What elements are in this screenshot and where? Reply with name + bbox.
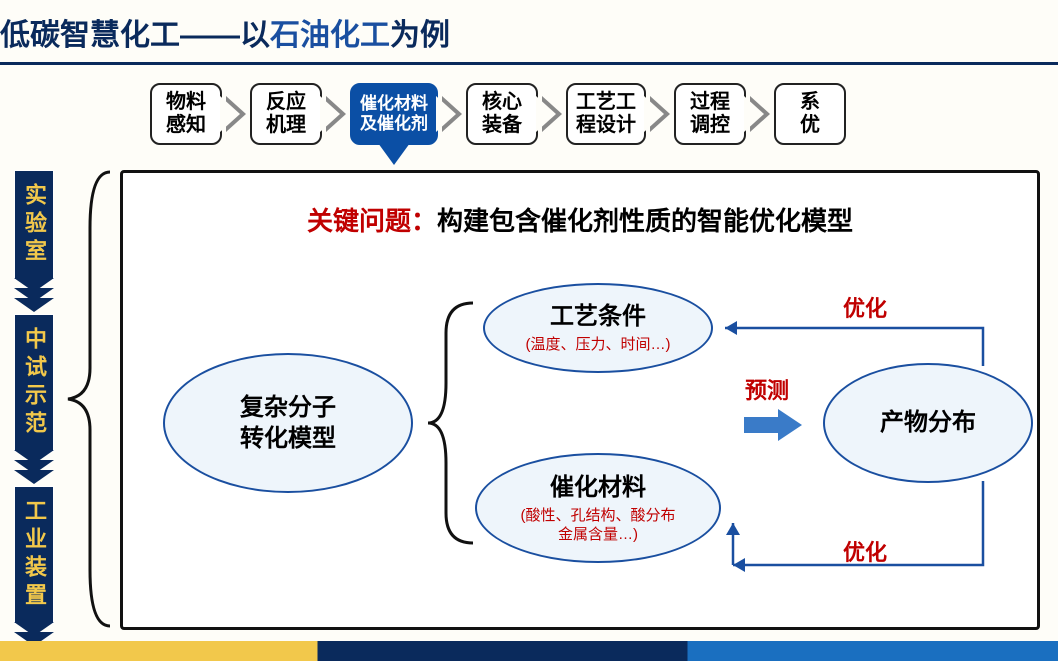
chevron-icon [750,96,770,132]
brace-icon [60,168,118,630]
process-steps-row: 物料 感知 反应 机理 催化材料 及催化剂 核心 装备 工艺工 程设计 过程 调… [150,83,1058,145]
chevron-icon [650,96,670,132]
chevron-icon [326,96,346,132]
step-process-control[interactable]: 过程 调控 [674,83,746,145]
chevron-icon [226,96,246,132]
step-core-equipment[interactable]: 核心 装备 [466,83,538,145]
node-conditions-title: 工艺条件 [550,301,646,332]
footer-decoration [0,641,1058,661]
node-model: 复杂分子 转化模型 [163,353,413,493]
node-catalyst-sub: (酸性、孔结构、酸分布 金属含量…) [521,507,676,545]
node-model-title: 复杂分子 转化模型 [240,392,336,454]
small-brace-icon [418,293,478,553]
feedback-arrow-top-icon [713,318,1003,378]
step-catalyst-active[interactable]: 催化材料 及催化剂 [350,83,438,145]
feedback-arrow-bottom-icon [721,473,1011,573]
down-chevron-icon [14,282,54,312]
down-chevron-icon [14,454,54,484]
title-prefix: 低碳智慧化工——以 [0,19,270,52]
chevron-icon [542,96,562,132]
left-stage-rail: 实验室 中试示范 工业装置 [14,170,54,648]
step-material-sensing[interactable]: 物料 感知 [150,83,222,145]
key-question-label: 关键问题： [307,206,437,236]
node-product: 产物分布 [823,363,1033,483]
step-reaction-mechanism[interactable]: 反应 机理 [250,83,322,145]
node-catalyst: 催化材料 (酸性、孔结构、酸分布 金属含量…) [475,453,721,563]
rail-industrial: 工业装置 [14,486,54,624]
step-system-opt[interactable]: 系 优 [774,83,846,145]
chevron-icon [442,96,462,132]
node-conditions: 工艺条件 (温度、压力、时间…) [483,283,713,373]
node-product-title: 产物分布 [880,407,976,438]
main-diagram-panel: 关键问题：构建包含催化剂性质的智能优化模型 复杂分子 转化模型 工艺条件 (温度… [120,170,1040,630]
step-process-design[interactable]: 工艺工 程设计 [566,83,646,145]
rail-pilot: 中试示范 [14,314,54,452]
title-suffix: 为例 [390,19,450,52]
arrow-right-icon [738,405,808,445]
node-conditions-sub: (温度、压力、时间…) [526,336,671,355]
title-highlight: 石油化工 [270,19,390,52]
key-question-text: 构建包含催化剂性质的智能优化模型 [437,206,853,236]
page-title: 低碳智慧化工——以石油化工为例 [0,0,1058,65]
key-question: 关键问题：构建包含催化剂性质的智能优化模型 [123,201,1037,238]
node-catalyst-title: 催化材料 [550,472,646,503]
rail-lab: 实验室 [14,170,54,280]
